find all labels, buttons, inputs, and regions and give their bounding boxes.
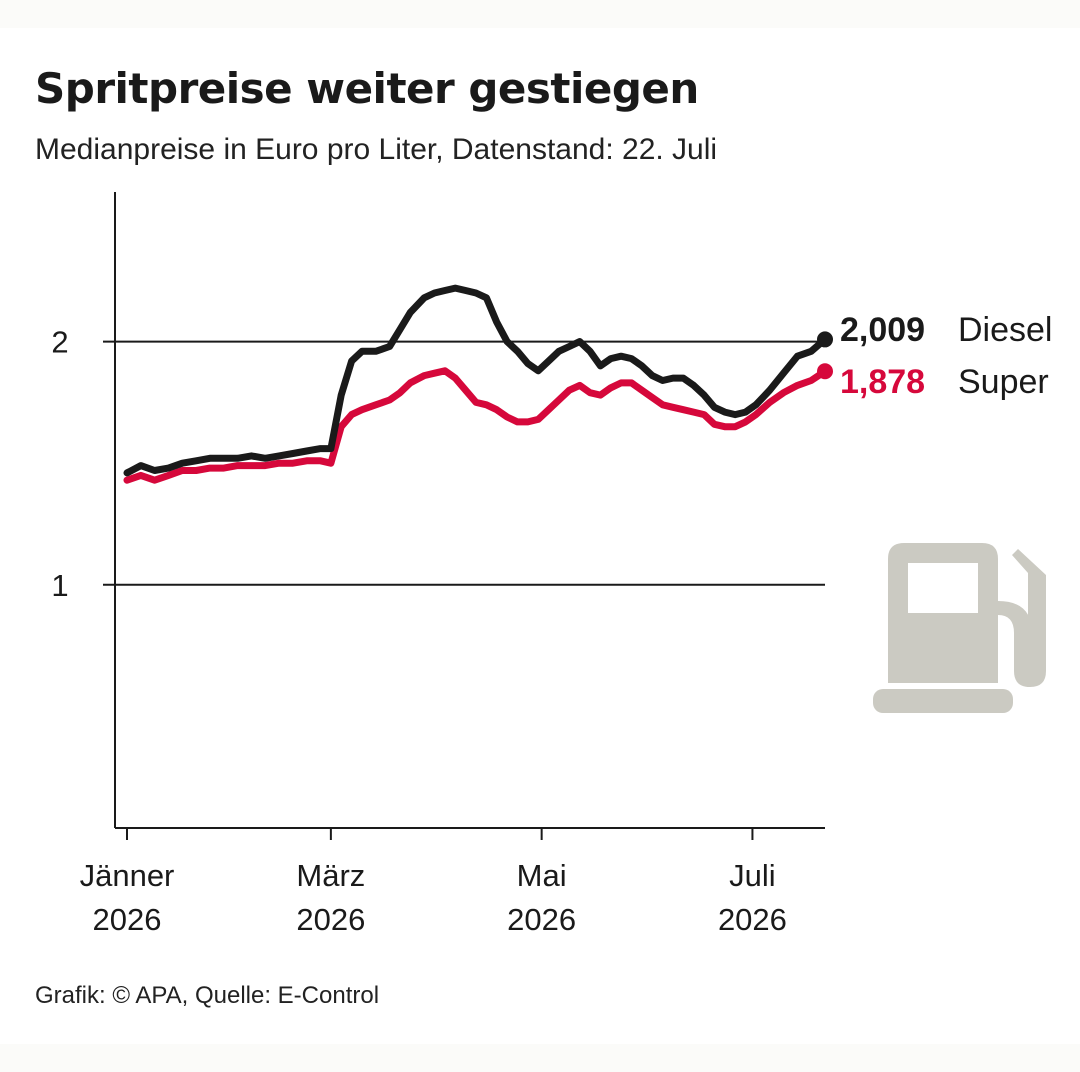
chart-card: Spritpreise weiter gestiegen Medianpreis… (0, 28, 1080, 1044)
source-note: Grafik: © APA, Quelle: E-Control (35, 982, 380, 1009)
series-end-point-diesel (817, 331, 833, 348)
x-tick-label-year: 2026 (296, 902, 365, 937)
x-tick-label: Juli (729, 858, 776, 893)
x-tick-label: Jänner (80, 858, 175, 893)
fuel-pump-base (873, 689, 1013, 713)
gridlines (103, 340, 825, 586)
series-name-super: Super (958, 363, 1049, 401)
end-value-super: 1,878 (840, 363, 925, 401)
fuel-pump-icon (873, 543, 1046, 713)
x-tick-label-year: 2026 (718, 902, 787, 937)
end-value-diesel: 2,009 (840, 311, 925, 349)
x-tick-label: März (296, 858, 365, 893)
series-end-point-super (817, 363, 833, 380)
x-tick-label-year: 2026 (93, 902, 162, 937)
fuel-pump-hose (998, 549, 1046, 687)
y-tick-label: 1 (51, 568, 68, 603)
series-line-super (123, 367, 829, 484)
series-name-diesel: Diesel (958, 311, 1052, 349)
x-tick-label-year: 2026 (507, 902, 576, 937)
series-lines (123, 284, 833, 484)
line-chart: 1 2 Jänner 2026 März 2026 Mai 2026 Juli 2026 2,00… (51, 192, 1052, 937)
x-tick-label: Mai (517, 858, 567, 893)
end-labels: 2,009 Diesel 1,878 Super (840, 311, 1052, 401)
fuel-pump-body (888, 543, 998, 683)
axes: 1 2 Jänner 2026 März 2026 Mai 2026 Juli 2026 (51, 192, 825, 937)
chart-title: Spritpreise weiter gestiegen (35, 64, 699, 113)
series-line-diesel (123, 284, 829, 477)
y-tick-label: 2 (51, 325, 68, 360)
chart-subtitle: Medianpreise in Euro pro Liter, Datensta… (35, 133, 718, 166)
